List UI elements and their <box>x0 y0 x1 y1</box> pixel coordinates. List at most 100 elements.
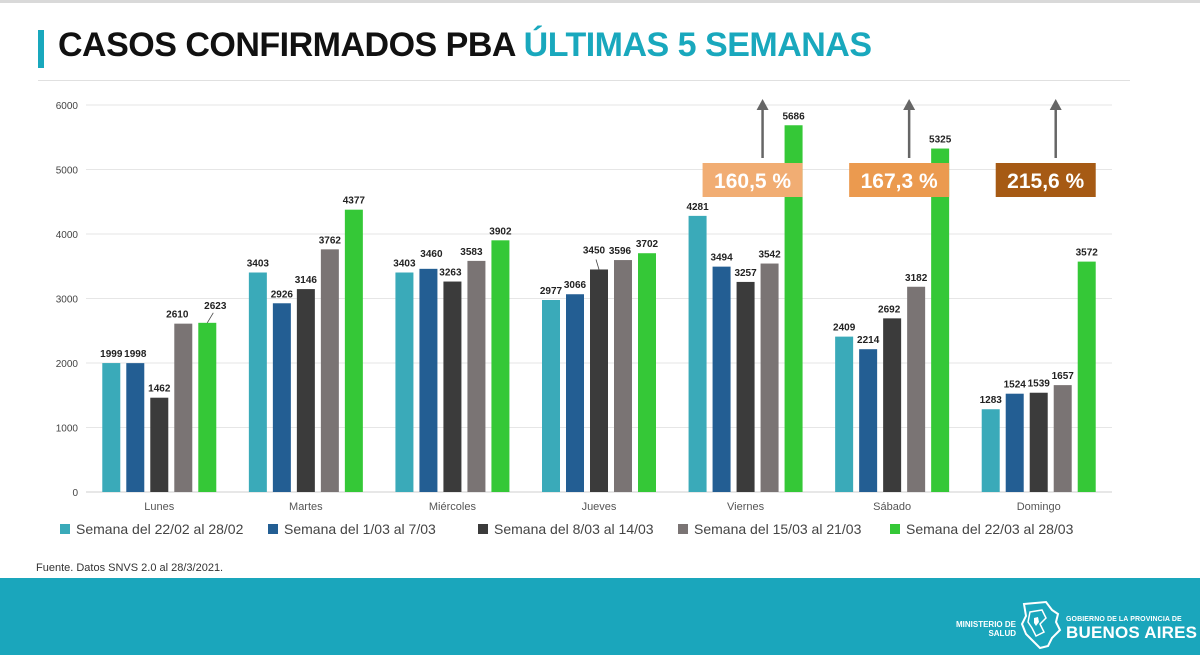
legend-swatch-4 <box>678 524 688 534</box>
data-label-sabado-semana-del-22-02-al-28-02: 2409 <box>833 323 856 334</box>
y-tick-label-4000: 4000 <box>56 230 79 241</box>
data-label-jueves-semana-del-15-03-al-21-03: 3596 <box>609 246 632 257</box>
bar-domingo-semana-del-22-02-al-28-02 <box>981 409 1000 492</box>
bar-jueves-semana-del-22-03-al-28-03 <box>638 253 656 492</box>
footer-band <box>0 578 1200 655</box>
page-title: CASOS CONFIRMADOS PBA ÚLTIMAS 5 SEMANAS <box>58 26 872 65</box>
gobierno-logo-text: GOBIERNO DE LA PROVINCIA DE BUENOS AIRES <box>1066 615 1197 642</box>
data-label-domingo-semana-del-22-03-al-28-03: 3572 <box>1076 248 1099 259</box>
data-label-lunes-semana-del-22-03-al-28-03: 2623 <box>204 301 227 312</box>
legend-item-4: Semana del 15/03 al 21/03 <box>678 521 861 537</box>
legend-swatch-2 <box>268 524 278 534</box>
x-tick-label-lunes: Lunes <box>144 501 174 513</box>
percentage-label-viernes: 160,5 % <box>714 170 791 193</box>
gobierno-line-1: GOBIERNO DE LA PROVINCIA DE <box>1066 616 1182 623</box>
leader-line-jueves <box>595 259 600 270</box>
bar-lunes-semana-del-15-03-al-21-03 <box>174 323 193 492</box>
data-label-martes-semana-del-22-02-al-28-02: 3403 <box>247 259 270 270</box>
y-tick-label-3000: 3000 <box>56 295 79 306</box>
bar-lunes-semana-del-22-02-al-28-02 <box>102 363 121 492</box>
bar-domingo-semana-del-8-03-al-14-03 <box>1029 392 1048 492</box>
page-title-main: CASOS CONFIRMADOS PBA <box>58 26 515 64</box>
data-label-viernes-semana-del-15-03-al-21-03: 3542 <box>758 250 781 261</box>
legend-label-2: Semana del 1/03 al 7/03 <box>284 521 436 537</box>
y-tick-label-5000: 5000 <box>56 166 79 177</box>
bar-jueves-semana-del-8-03-al-14-03 <box>590 269 608 492</box>
data-label-domingo-semana-del-22-02-al-28-02: 1283 <box>980 395 1003 406</box>
bar-lunes-semana-del-8-03-al-14-03 <box>150 397 169 492</box>
bar-sabado-semana-del-22-02-al-28-02 <box>835 336 854 492</box>
title-rule <box>38 80 1130 81</box>
page-title-accent: ÚLTIMAS 5 SEMANAS <box>523 26 872 64</box>
x-tick-label-martes: Martes <box>289 501 323 513</box>
bar-lunes-semana-del-22-03-al-28-03 <box>198 322 217 492</box>
ministerio-line-2: SALUD <box>988 629 1016 638</box>
x-tick-label-miercoles: Miércoles <box>429 501 477 513</box>
bar-viernes-semana-del-1-03-al-7-03 <box>712 266 731 492</box>
bar-miercoles-semana-del-22-02-al-28-02 <box>395 272 414 492</box>
data-label-jueves-semana-del-22-03-al-28-03: 3702 <box>636 239 659 250</box>
x-tick-label-sabado: Sábado <box>873 501 911 513</box>
legend-item-2: Semana del 1/03 al 7/03 <box>268 521 436 537</box>
data-label-miercoles-semana-del-1-03-al-7-03: 3460 <box>420 249 443 260</box>
data-label-domingo-semana-del-1-03-al-7-03: 1524 <box>1004 380 1027 391</box>
bar-sabado-semana-del-22-03-al-28-03 <box>931 148 950 492</box>
bar-miercoles-semana-del-22-03-al-28-03 <box>491 240 510 492</box>
bar-jueves-semana-del-1-03-al-7-03 <box>566 294 584 492</box>
data-label-lunes-semana-del-8-03-al-14-03: 1462 <box>148 384 171 395</box>
bar-lunes-semana-del-1-03-al-7-03 <box>126 363 145 492</box>
bar-sabado-semana-del-1-03-al-7-03 <box>859 349 878 492</box>
data-label-viernes-semana-del-1-03-al-7-03: 3494 <box>710 253 733 264</box>
data-label-miercoles-semana-del-15-03-al-21-03: 3583 <box>460 247 483 258</box>
data-label-miercoles-semana-del-8-03-al-14-03: 3263 <box>439 268 462 279</box>
growth-arrow-head-sabado <box>903 99 916 110</box>
gobierno-line-2: BUENOS AIRES <box>1066 623 1198 642</box>
data-label-martes-semana-del-1-03-al-7-03: 2926 <box>271 289 294 300</box>
chart-legend: Semana del 22/02 al 28/02 Semana del 1/03… <box>60 521 1180 543</box>
data-label-sabado-semana-del-22-03-al-28-03: 5325 <box>929 135 952 146</box>
bar-domingo-semana-del-15-03-al-21-03 <box>1053 385 1072 492</box>
data-label-miercoles-semana-del-22-03-al-28-03: 3902 <box>489 226 512 237</box>
bar-martes-semana-del-22-02-al-28-02 <box>248 272 267 492</box>
data-label-jueves-semana-del-22-02-al-28-02: 2977 <box>540 286 563 297</box>
ministerio-label: MINISTERIO DE SALUD <box>940 620 1016 638</box>
data-label-domingo-semana-del-8-03-al-14-03: 1539 <box>1028 379 1051 390</box>
bar-jueves-semana-del-22-02-al-28-02 <box>542 299 560 492</box>
title-accent-bar <box>38 30 44 68</box>
top-divider <box>0 0 1200 3</box>
data-label-jueves-semana-del-1-03-al-7-03: 3066 <box>564 280 587 291</box>
bar-martes-semana-del-8-03-al-14-03 <box>296 289 315 492</box>
data-label-jueves-semana-del-8-03-al-14-03: 3450 <box>583 245 606 256</box>
data-label-martes-semana-del-15-03-al-21-03: 3762 <box>319 235 342 246</box>
legend-label-1: Semana del 22/02 al 28/02 <box>76 521 244 537</box>
percentage-box-sabado <box>849 163 950 197</box>
ministerio-line-1: MINISTERIO DE <box>955 620 1016 629</box>
bar-viernes-semana-del-22-02-al-28-02 <box>688 215 707 493</box>
legend-swatch-1 <box>60 524 70 534</box>
growth-arrow-head-viernes <box>756 99 769 110</box>
bar-sabado-semana-del-8-03-al-14-03 <box>883 318 902 492</box>
bar-martes-semana-del-15-03-al-21-03 <box>320 249 339 492</box>
data-label-martes-semana-del-22-03-al-28-03: 4377 <box>343 196 366 207</box>
growth-arrow-head-domingo <box>1049 99 1062 110</box>
data-label-domingo-semana-del-15-03-al-21-03: 1657 <box>1052 371 1075 382</box>
data-label-lunes-semana-del-22-02-al-28-02: 1999 <box>100 349 123 360</box>
bar-domingo-semana-del-1-03-al-7-03 <box>1005 393 1024 492</box>
source-note: Fuente. Datos SNVS 2.0 al 28/3/2021. <box>36 562 224 574</box>
y-tick-label-2000: 2000 <box>56 359 79 370</box>
y-tick-label-0: 0 <box>72 488 78 499</box>
leader-line-lunes <box>206 312 214 324</box>
x-tick-label-jueves: Jueves <box>582 501 617 513</box>
y-tick-label-6000: 6000 <box>56 101 79 112</box>
bar-miercoles-semana-del-15-03-al-21-03 <box>467 260 486 492</box>
data-label-viernes-semana-del-22-02-al-28-02: 4281 <box>686 202 709 213</box>
percentage-box-viernes <box>702 163 803 197</box>
bar-sabado-semana-del-15-03-al-21-03 <box>907 286 926 492</box>
data-label-martes-semana-del-8-03-al-14-03: 3146 <box>295 275 318 286</box>
bar-viernes-semana-del-8-03-al-14-03 <box>736 281 755 492</box>
data-label-lunes-semana-del-1-03-al-7-03: 1998 <box>124 349 147 360</box>
x-tick-label-domingo: Domingo <box>1017 501 1061 513</box>
data-label-miercoles-semana-del-22-02-al-28-02: 3403 <box>393 259 416 270</box>
x-tick-label-viernes: Viernes <box>727 501 765 513</box>
bar-viernes-semana-del-15-03-al-21-03 <box>760 263 779 492</box>
